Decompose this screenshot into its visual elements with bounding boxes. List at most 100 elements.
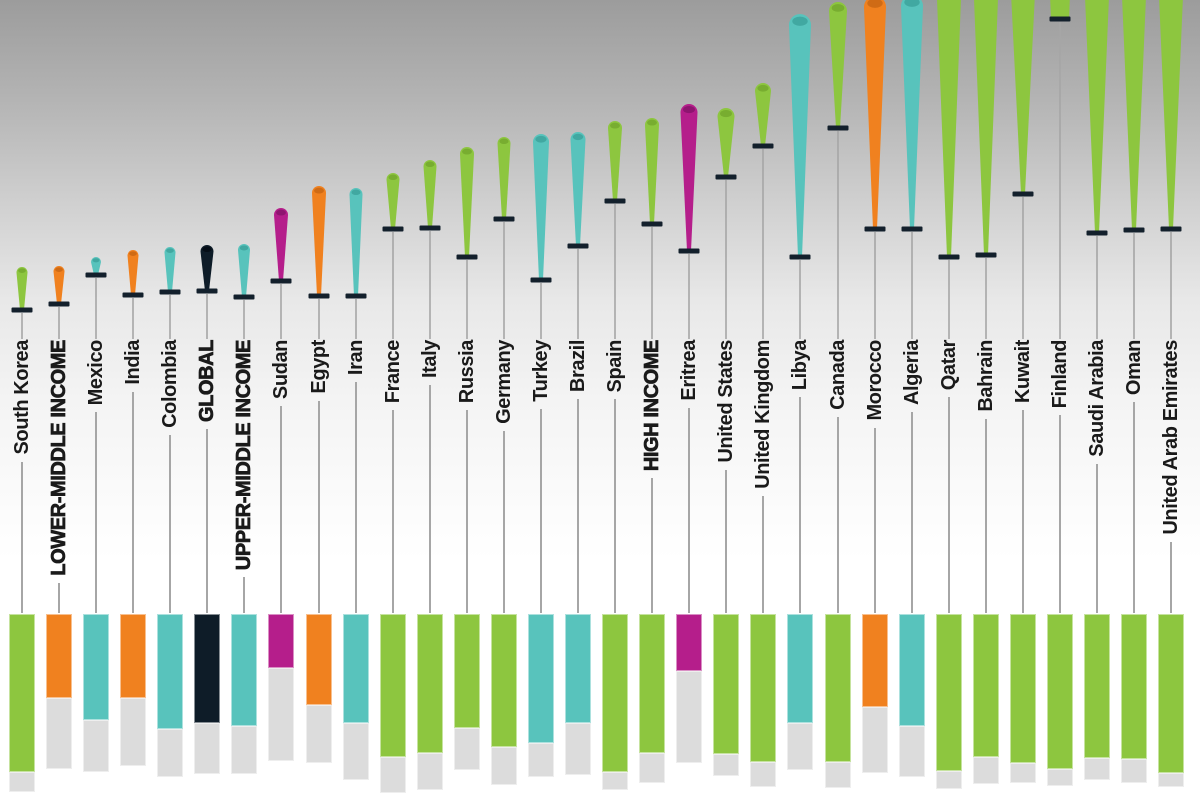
category-label: UPPER-MIDDLE INCOME	[233, 340, 256, 571]
bar-colored-segment	[231, 614, 257, 726]
pin-head-icon	[535, 135, 547, 143]
pin-needle	[608, 121, 622, 201]
category-label: Sudan	[270, 340, 292, 400]
bar-gray-segment	[46, 698, 72, 769]
category-label: Algeria	[901, 340, 923, 406]
category-label: Morocco	[864, 340, 886, 421]
category-label: United Kingdom	[752, 340, 774, 489]
pin-head-icon	[610, 122, 620, 129]
category-label: United States	[715, 340, 737, 463]
bar-gray-segment	[417, 753, 443, 790]
category-label: Russia	[456, 340, 478, 404]
bar-gray-segment	[899, 726, 925, 777]
pin-needle	[274, 208, 288, 281]
pin-head-icon	[792, 16, 808, 26]
bar-gray-segment	[380, 757, 406, 793]
bar-colored-segment	[825, 614, 851, 762]
bar-gray-segment	[343, 723, 369, 780]
category-label: Iran	[345, 340, 367, 376]
pin-head-icon	[683, 106, 695, 114]
bar-colored-segment	[454, 614, 480, 728]
bar-gray-segment	[1158, 773, 1184, 787]
category-label: Italy	[419, 340, 441, 379]
pin-needle	[680, 104, 698, 251]
label-stem-line	[132, 392, 134, 613]
label-stem-line	[95, 412, 97, 613]
pin-needle	[789, 14, 811, 257]
category-label: Canada	[827, 340, 849, 410]
category-label: France	[382, 340, 404, 404]
pin-needle	[1159, 0, 1183, 229]
pin-head-icon	[757, 84, 769, 92]
bar-gray-segment	[83, 720, 109, 772]
pin-needle	[497, 137, 511, 219]
bar-colored-segment	[9, 614, 35, 772]
label-stem-line	[874, 428, 876, 613]
label-stem-line	[21, 462, 23, 613]
pin-tick	[270, 278, 292, 284]
bar-colored-segment	[83, 614, 109, 720]
bar-gray-segment	[825, 762, 851, 788]
pin-head-icon	[425, 161, 435, 168]
pin-needle	[238, 244, 250, 297]
pin-tick	[789, 254, 811, 260]
pin-needle	[937, 0, 961, 257]
category-label: Oman	[1123, 340, 1145, 396]
category-label: United Arab Emirates	[1160, 340, 1182, 535]
pin-needle	[53, 266, 65, 304]
label-stem-line	[725, 470, 727, 613]
bar-gray-segment	[936, 771, 962, 789]
bar-colored-segment	[194, 614, 220, 723]
pin-tick	[678, 248, 700, 254]
pin-tick	[1049, 16, 1071, 22]
pin-tick	[938, 254, 960, 260]
pin-head-icon	[462, 148, 472, 155]
bar-colored-segment	[565, 614, 591, 723]
pin-needle	[349, 188, 363, 296]
pin-tick	[975, 252, 997, 258]
bar-colored-segment	[120, 614, 146, 698]
bar-colored-segment	[713, 614, 739, 754]
pin-head-icon	[202, 246, 212, 253]
pin-tick	[1123, 227, 1145, 233]
pin-tick	[196, 288, 218, 294]
label-stem-line	[948, 397, 950, 613]
pin-needle	[460, 147, 474, 257]
bar-colored-segment	[380, 614, 406, 757]
bar-gray-segment	[602, 772, 628, 790]
pin-head-icon	[18, 268, 26, 273]
category-label: Germany	[493, 340, 515, 424]
pin-needle	[164, 247, 176, 292]
bar-gray-segment	[750, 762, 776, 787]
bar-gray-segment	[491, 747, 517, 785]
bar-colored-segment	[862, 614, 888, 707]
bar-gray-segment	[306, 705, 332, 763]
pin-tick	[233, 294, 255, 300]
category-label: GLOBAL	[196, 340, 219, 423]
pin-needle	[16, 267, 28, 310]
bar-colored-segment	[306, 614, 332, 705]
label-stem-line	[58, 583, 60, 613]
bar-colored-segment	[787, 614, 813, 723]
label-stem-line	[614, 399, 616, 613]
bar-gray-segment	[787, 723, 813, 770]
pin-tick	[567, 243, 589, 249]
bar-colored-segment	[46, 614, 72, 698]
pin-head-icon	[572, 133, 584, 141]
label-stem-line	[577, 399, 579, 613]
bar-colored-segment	[157, 614, 183, 729]
pin-head-icon	[831, 4, 845, 12]
pin-tick	[752, 143, 774, 149]
bar-colored-segment	[528, 614, 554, 743]
pin-needle	[312, 186, 326, 296]
bar-colored-segment	[750, 614, 776, 762]
pin-tick	[159, 289, 181, 295]
pin-head-icon	[276, 209, 286, 216]
category-label: Bahrain	[975, 340, 997, 412]
pin-tick	[456, 254, 478, 260]
pin-needle	[1085, 0, 1109, 233]
pin-head-icon	[92, 258, 100, 263]
pin-tick	[827, 125, 849, 131]
bar-gray-segment	[565, 723, 591, 775]
bar-colored-segment	[639, 614, 665, 753]
